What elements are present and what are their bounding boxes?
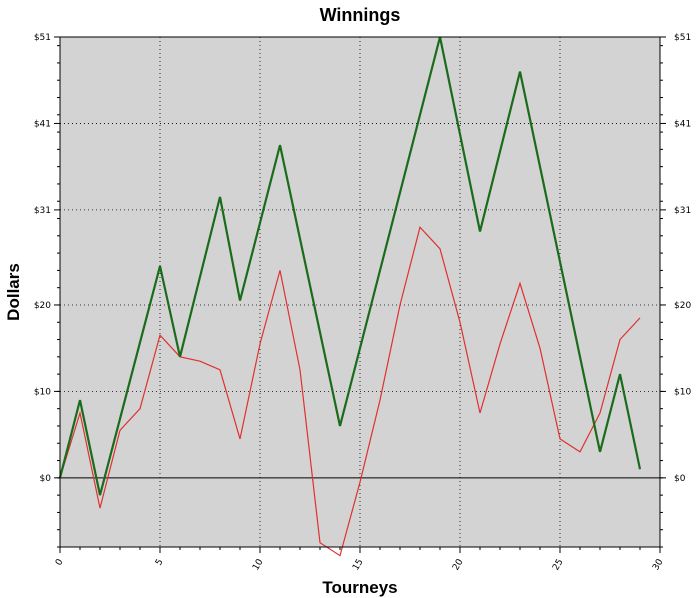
y-tick-label-left: $31: [34, 206, 51, 216]
y-tick-label-right: $51: [674, 33, 691, 43]
x-tick-label: 25: [551, 558, 565, 573]
chart-title: Winnings: [320, 5, 401, 25]
y-tick-label-right: $31: [674, 206, 691, 216]
x-tick-label: 15: [351, 558, 365, 573]
x-tick-label: 0: [54, 557, 66, 567]
x-tick-label: 5: [154, 558, 166, 568]
y-tick-label-left: $0: [40, 474, 52, 484]
y-axis-title: Dollars: [4, 263, 23, 321]
y-tick-label-left: $41: [34, 119, 51, 129]
y-tick-label-right: $10: [674, 387, 691, 397]
y-tick-label-right: $0: [674, 474, 686, 484]
series-line-green: [58, 36, 642, 496]
series-line-red: [59, 225, 641, 557]
grid: [60, 37, 660, 547]
x-axis-title: Tourneys: [322, 578, 397, 597]
series-layer: [58, 36, 642, 557]
y-tick-label-left: $10: [34, 387, 51, 397]
y-tick-label-left: $20: [34, 301, 51, 311]
y-tick-label-left: $51: [34, 33, 51, 43]
y-tick-label-right: $41: [674, 119, 691, 129]
y-tick-label-right: $20: [674, 301, 691, 311]
